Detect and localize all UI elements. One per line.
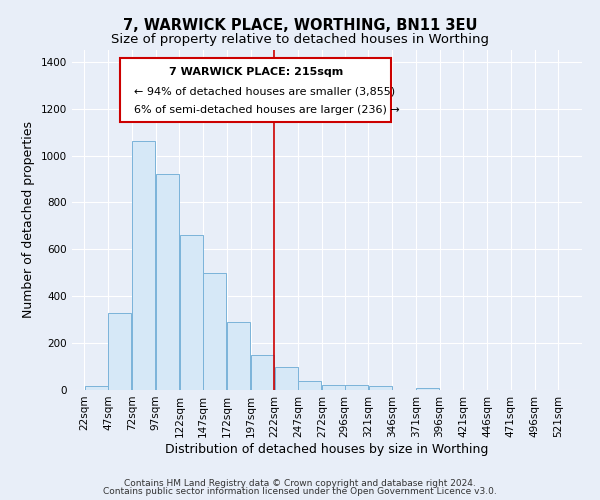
Bar xyxy=(85,386,108,390)
Bar xyxy=(251,355,274,390)
Bar xyxy=(179,235,203,390)
Y-axis label: Number of detached properties: Number of detached properties xyxy=(22,122,35,318)
Text: Contains HM Land Registry data © Crown copyright and database right 2024.: Contains HM Land Registry data © Crown c… xyxy=(124,478,476,488)
Bar xyxy=(109,312,131,390)
X-axis label: Distribution of detached houses by size in Worthing: Distribution of detached houses by size … xyxy=(166,442,488,456)
Bar xyxy=(227,322,250,390)
Bar xyxy=(298,380,322,390)
Text: 7 WARWICK PLACE: 215sqm: 7 WARWICK PLACE: 215sqm xyxy=(169,67,343,77)
Text: 6% of semi-detached houses are larger (236) →: 6% of semi-detached houses are larger (2… xyxy=(134,105,400,115)
Bar xyxy=(416,388,439,390)
FancyBboxPatch shape xyxy=(121,58,391,122)
Text: Contains public sector information licensed under the Open Government Licence v3: Contains public sector information licen… xyxy=(103,487,497,496)
Text: ← 94% of detached houses are smaller (3,855): ← 94% of detached houses are smaller (3,… xyxy=(134,86,395,96)
Bar xyxy=(345,386,368,390)
Text: 7, WARWICK PLACE, WORTHING, BN11 3EU: 7, WARWICK PLACE, WORTHING, BN11 3EU xyxy=(123,18,477,32)
Bar xyxy=(203,273,226,390)
Bar xyxy=(275,366,298,390)
Bar xyxy=(368,386,392,390)
Bar xyxy=(156,174,179,390)
Text: Size of property relative to detached houses in Worthing: Size of property relative to detached ho… xyxy=(111,32,489,46)
Bar xyxy=(132,142,155,390)
Bar xyxy=(322,386,345,390)
